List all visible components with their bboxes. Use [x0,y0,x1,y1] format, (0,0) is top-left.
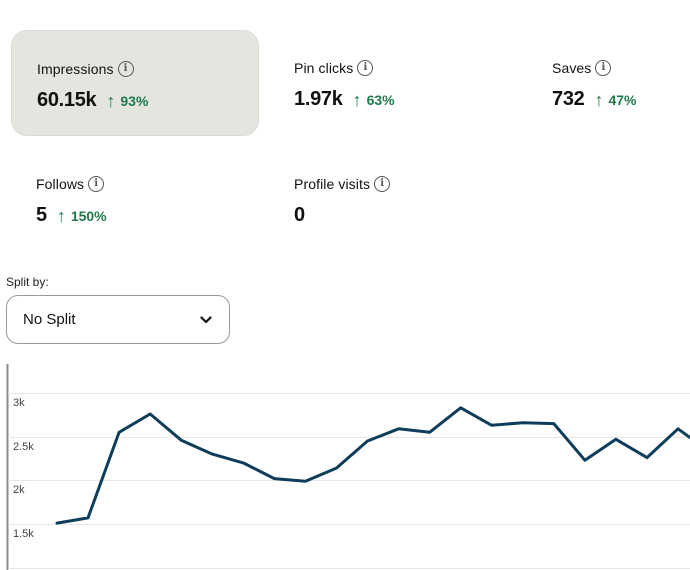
arrow-up-icon: ↑ [594,90,604,110]
arrow-up-icon: ↑ [106,91,116,111]
metric-change-value: 150% [70,208,107,224]
split-by-dropdown[interactable]: No Split [6,295,230,344]
metric-value: 0 [294,204,305,226]
y-tick-label: 2.5k [13,441,34,453]
series-line-impressions [55,406,690,525]
info-icon[interactable]: i [374,176,391,192]
y-tick-label: 1.5k [13,528,34,540]
split-by-value: No Split [23,311,76,328]
metric-value: 1.97k [294,88,343,110]
metric-card-follows[interactable]: Follows i 5 ↑ 150% [11,146,259,252]
metric-card-impressions[interactable]: Impressions i 60.15k ↑ 93% [11,30,259,136]
metric-change: ↑ 150% [57,205,107,226]
metric-change-value: 63% [366,92,395,108]
impressions-line-chart: 3k 2.5k 2k 1.5k [0,362,690,570]
metric-card-profile-visits[interactable]: Profile visits i 0 [269,146,517,252]
y-tick-label: 2k [13,484,25,496]
metric-change: ↑ 47% [594,89,636,110]
info-icon[interactable]: i [357,60,374,76]
metric-label: Profile visits [294,176,371,192]
metric-card-saves[interactable]: Saves i 732 ↑ 47% [527,30,690,136]
metric-label: Impressions [37,61,114,77]
metric-change: ↑ 63% [353,89,395,110]
info-icon[interactable]: i [88,176,105,192]
chart-canvas [6,364,690,570]
metric-value: 5 [36,204,47,226]
metric-change-value: 93% [120,93,149,109]
metric-label: Follows [36,176,85,192]
y-tick-label: 3k [13,397,25,409]
metric-change-value: 47% [608,92,637,108]
metric-label: Pin clicks [294,60,354,76]
arrow-up-icon: ↑ [56,206,66,226]
metric-value: 60.15k [37,89,97,111]
chevron-down-icon [199,313,213,327]
arrow-up-icon: ↑ [352,90,362,110]
info-icon[interactable]: i [595,60,612,76]
metric-change: ↑ 93% [106,90,148,111]
metric-label: Saves [552,60,592,76]
info-icon[interactable]: i [117,61,134,77]
metric-card-pin-clicks[interactable]: Pin clicks i 1.97k ↑ 63% [269,30,517,136]
chart-gridlines [8,393,690,569]
split-by-label: Split by: [6,275,49,289]
metric-value: 732 [552,88,585,110]
